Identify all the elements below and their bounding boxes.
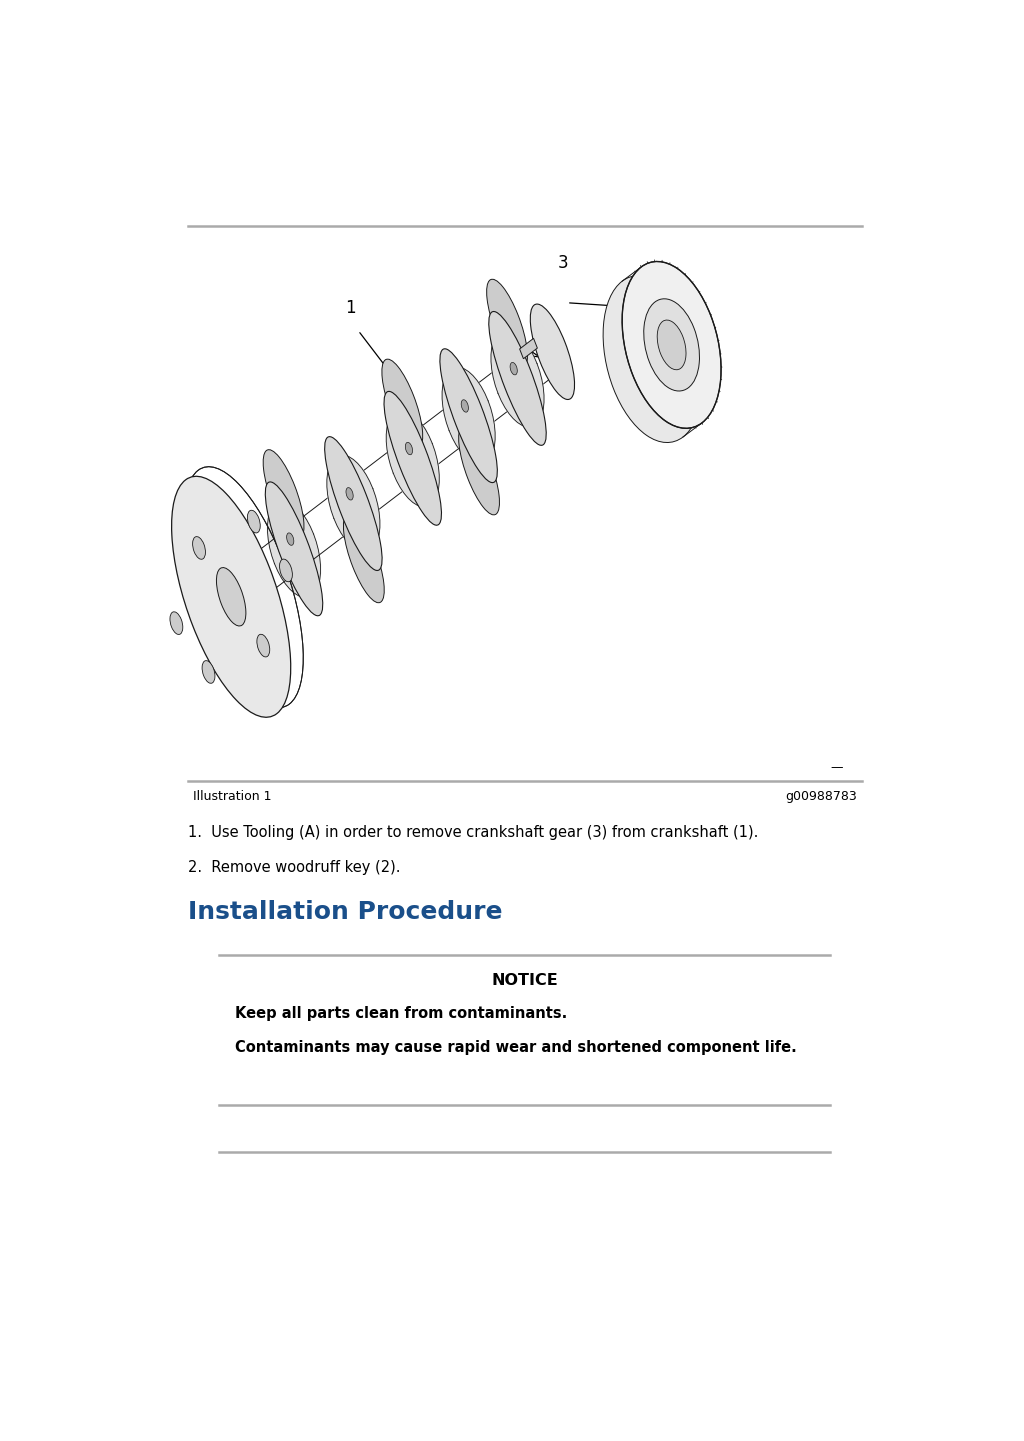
Ellipse shape bbox=[440, 349, 498, 483]
Text: —: — bbox=[830, 761, 843, 774]
Text: Installation Procedure: Installation Procedure bbox=[187, 899, 502, 924]
Text: 3: 3 bbox=[558, 254, 568, 272]
Polygon shape bbox=[490, 330, 537, 393]
Text: g00988783: g00988783 bbox=[784, 790, 856, 803]
Ellipse shape bbox=[510, 363, 517, 375]
Ellipse shape bbox=[384, 392, 441, 525]
Ellipse shape bbox=[343, 513, 384, 602]
Text: NOTICE: NOTICE bbox=[492, 973, 558, 989]
Ellipse shape bbox=[193, 536, 206, 559]
Ellipse shape bbox=[202, 660, 215, 683]
Ellipse shape bbox=[248, 510, 260, 533]
Ellipse shape bbox=[488, 311, 546, 445]
Polygon shape bbox=[498, 363, 544, 427]
Polygon shape bbox=[450, 401, 496, 464]
Ellipse shape bbox=[263, 450, 304, 539]
Ellipse shape bbox=[257, 634, 269, 657]
Ellipse shape bbox=[265, 481, 323, 615]
Ellipse shape bbox=[644, 298, 699, 391]
Text: Contaminants may cause rapid wear and shortened component life.: Contaminants may cause rapid wear and sh… bbox=[236, 1040, 797, 1055]
Text: 1: 1 bbox=[345, 300, 355, 317]
Ellipse shape bbox=[657, 320, 686, 370]
Text: Illustration 1: Illustration 1 bbox=[194, 790, 271, 803]
Polygon shape bbox=[393, 444, 439, 507]
Text: 2: 2 bbox=[492, 294, 503, 311]
Ellipse shape bbox=[603, 275, 702, 442]
Ellipse shape bbox=[172, 477, 291, 718]
Ellipse shape bbox=[382, 359, 423, 448]
Ellipse shape bbox=[280, 559, 293, 582]
Ellipse shape bbox=[170, 612, 183, 634]
Ellipse shape bbox=[461, 399, 468, 412]
Text: 1.  Use Tooling (A) in order to remove crankshaft gear (3) from crankshaft (1).: 1. Use Tooling (A) in order to remove cr… bbox=[187, 824, 758, 840]
Ellipse shape bbox=[216, 568, 246, 625]
Ellipse shape bbox=[530, 304, 574, 399]
Text: 2.  Remove woodruff key (2).: 2. Remove woodruff key (2). bbox=[187, 860, 400, 875]
Polygon shape bbox=[442, 367, 488, 431]
Polygon shape bbox=[519, 339, 538, 359]
Ellipse shape bbox=[406, 442, 413, 455]
Ellipse shape bbox=[287, 533, 294, 545]
Polygon shape bbox=[386, 409, 432, 473]
Polygon shape bbox=[274, 535, 321, 598]
Ellipse shape bbox=[459, 425, 500, 514]
Ellipse shape bbox=[325, 437, 382, 571]
Polygon shape bbox=[327, 455, 373, 519]
Ellipse shape bbox=[346, 487, 353, 500]
Text: Keep all parts clean from contaminants.: Keep all parts clean from contaminants. bbox=[236, 1006, 567, 1022]
Ellipse shape bbox=[623, 261, 721, 428]
Polygon shape bbox=[334, 488, 380, 552]
Ellipse shape bbox=[486, 280, 527, 369]
Polygon shape bbox=[267, 500, 313, 563]
